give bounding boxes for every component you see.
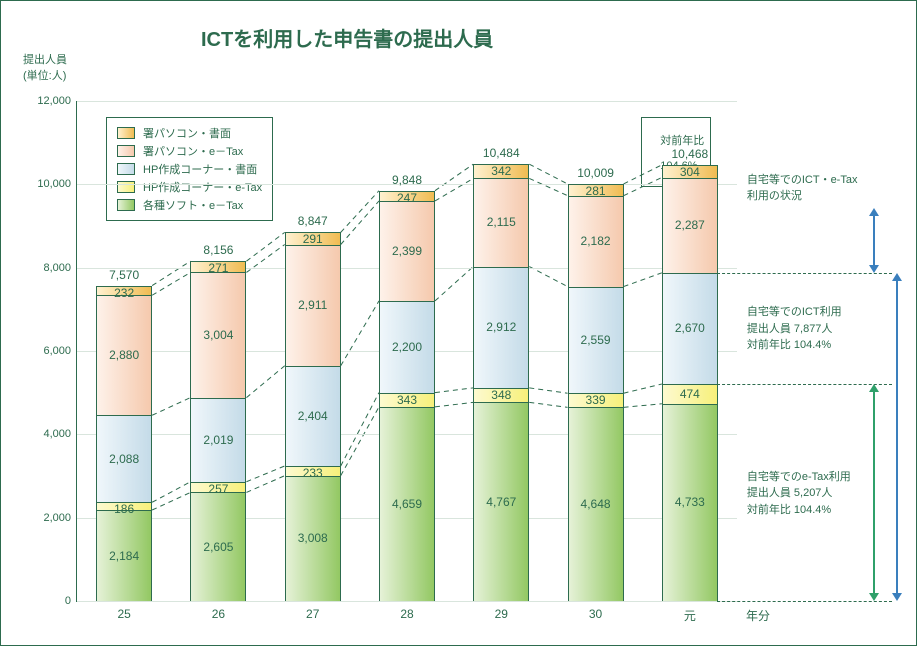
- arrow-cap-up: [892, 273, 902, 281]
- bar-segment: [473, 402, 529, 601]
- y-tick-label: 10,000: [21, 178, 71, 190]
- bar-segment: [379, 191, 435, 201]
- y-axis-label: 提出人員: [23, 51, 67, 67]
- y-tick-label: 0: [21, 595, 71, 607]
- side-note-mid: 自宅等でのICT利用 提出人員 7,877人 対前年比 104.4%: [747, 304, 842, 354]
- bar-segment: [568, 184, 624, 196]
- bar-segment: [379, 393, 435, 407]
- bar-segment: [379, 407, 435, 601]
- bar-total-label: 10,484: [483, 146, 520, 160]
- arrow-cap-down: [869, 265, 879, 273]
- bar-segment: [568, 287, 624, 394]
- range-arrow-line: [873, 214, 875, 267]
- bar-segment: [473, 178, 529, 266]
- side-note-bot: 自宅等でのe-Tax利用 提出人員 5,207人 対前年比 104.4%: [747, 469, 851, 519]
- bar-segment: [190, 482, 246, 493]
- bar-group: 2,1841862,0882,8802327,570: [96, 101, 152, 601]
- bar-segment: [285, 245, 341, 366]
- bar-segment: [662, 273, 718, 384]
- bar-segment: [190, 261, 246, 272]
- range-arrow-line: [896, 279, 898, 595]
- x-category-label: 元: [684, 607, 696, 624]
- side-guide-line: [717, 601, 892, 602]
- bar-group: 2,6052572,0193,0042718,156: [190, 101, 246, 601]
- bar-segment: [96, 502, 152, 510]
- bar-group: 4,7673482,9122,11534210,484: [473, 101, 529, 601]
- x-category-label: 29: [495, 607, 508, 621]
- bar-group: 4,7334742,6702,28730410,468: [662, 101, 718, 601]
- bar-total-label: 9,848: [392, 173, 422, 187]
- bar-total-label: 8,847: [298, 214, 328, 228]
- bar-group: 4,6593432,2002,3992479,848: [379, 101, 435, 601]
- bar-segment: [568, 393, 624, 407]
- y-tick-label: 2,000: [21, 512, 71, 524]
- bar-segment: [190, 272, 246, 397]
- bar-segment: [285, 476, 341, 601]
- x-category-label: 28: [400, 607, 413, 621]
- x-category-label: 27: [306, 607, 319, 621]
- plot-area: 02,0004,0006,0008,00010,00012,0002,18418…: [76, 101, 737, 602]
- bar-total-label: 8,156: [203, 243, 233, 257]
- y-tick-label: 8,000: [21, 262, 71, 274]
- bar-segment: [96, 286, 152, 296]
- bar-segment: [96, 415, 152, 502]
- bar-segment: [190, 398, 246, 482]
- x-category-label: 30: [589, 607, 602, 621]
- chart-title: ICTを利用した申告書の提出人員: [201, 23, 493, 52]
- bar-group: 3,0082332,4042,9112918,847: [285, 101, 341, 601]
- bar-segment: [285, 466, 341, 476]
- bar-total-label: 10,009: [577, 166, 614, 180]
- y-axis-unit: (単位:人): [23, 67, 66, 83]
- range-arrow-line: [873, 390, 875, 595]
- bar-segment: [96, 510, 152, 601]
- y-tick-label: 12,000: [21, 95, 71, 107]
- bar-segment: [379, 301, 435, 393]
- arrow-cap-up: [869, 208, 879, 216]
- bar-segment: [285, 232, 341, 244]
- bar-segment: [662, 404, 718, 601]
- x-category-label: 25: [117, 607, 130, 621]
- bar-segment: [662, 384, 718, 404]
- arrow-cap-down: [869, 593, 879, 601]
- side-guide-line: [717, 273, 892, 274]
- side-note-top: 自宅等でのICT・e-Tax 利用の状況: [747, 172, 858, 205]
- bar-segment: [379, 201, 435, 301]
- bar-total-label: 7,570: [109, 268, 139, 282]
- bar-segment: [190, 492, 246, 601]
- bar-segment: [568, 196, 624, 287]
- arrow-cap-down: [892, 593, 902, 601]
- arrow-cap-up: [869, 384, 879, 392]
- bar-segment: [96, 295, 152, 415]
- bar-total-label: 10,468: [671, 147, 708, 161]
- chart-frame: ICTを利用した申告書の提出人員 提出人員 (単位:人) 署パソコン・書面署パソ…: [0, 0, 917, 646]
- grid-line: [77, 601, 737, 602]
- bar-segment: [568, 407, 624, 601]
- bar-segment: [473, 267, 529, 388]
- bar-segment: [662, 178, 718, 273]
- y-tick-label: 6,000: [21, 345, 71, 357]
- x-category-label: 26: [212, 607, 225, 621]
- bar-segment: [285, 366, 341, 466]
- bar-segment: [473, 388, 529, 403]
- side-guide-line: [717, 384, 892, 385]
- y-tick-label: 4,000: [21, 428, 71, 440]
- bar-segment: [662, 165, 718, 178]
- x-axis-unit: 年分: [746, 607, 770, 624]
- bar-segment: [473, 164, 529, 178]
- bar-group: 4,6483392,5592,18228110,009: [568, 101, 624, 601]
